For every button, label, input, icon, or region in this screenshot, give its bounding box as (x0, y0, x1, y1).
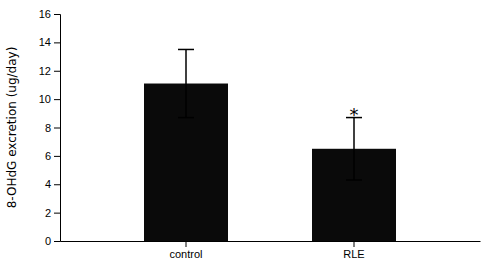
y-tick: 8 (45, 122, 60, 134)
chart: 0 2 4 6 8 10 12 14 16 control RLE 8-OHdG excretion … (0, 0, 500, 271)
y-tick: 14 (39, 36, 60, 48)
error-bar-cap (346, 179, 362, 181)
error-bar-stem (353, 118, 355, 180)
x-tick-label: RLE (343, 248, 364, 260)
y-tick-mark (54, 213, 60, 214)
x-tick: control (169, 241, 202, 260)
y-tick-label: 16 (39, 8, 51, 20)
plot-area (144, 49, 396, 241)
y-tick: 4 (45, 178, 60, 190)
y-tick: 10 (39, 93, 60, 105)
y-tick: 16 (39, 8, 60, 20)
y-tick-label: 14 (39, 36, 51, 48)
y-tick-mark (54, 42, 60, 43)
y-axis-line (54, 15, 61, 242)
error-bar-cap (178, 117, 194, 119)
x-axis-line (61, 241, 481, 242)
y-tick: 0 (45, 235, 60, 247)
x-tick-mark (186, 241, 187, 247)
y-axis-title: 8-OHdG excretion (ug/day) (5, 47, 19, 209)
y-tick-label: 10 (39, 93, 51, 105)
y-tick-label: 4 (45, 178, 51, 190)
x-axis: control RLE (61, 241, 481, 260)
y-tick-mark (54, 128, 60, 129)
error-bar (178, 49, 194, 117)
y-tick-mark (54, 184, 60, 185)
y-tick-mark (54, 71, 60, 72)
error-bar (346, 118, 362, 180)
y-tick-mark (54, 156, 60, 157)
y-tick-label: 8 (45, 122, 51, 134)
y-tick-mark (54, 241, 60, 242)
x-tick-mark (354, 241, 355, 247)
y-tick-label: 0 (45, 235, 51, 247)
y-tick: 12 (39, 65, 60, 77)
error-bar-cap (178, 49, 194, 51)
annotation: * (350, 104, 359, 125)
error-bar-stem (185, 49, 187, 117)
x-tick: RLE (343, 241, 364, 260)
y-tick-label: 12 (39, 65, 51, 77)
y-axis: 0 2 4 6 8 10 12 14 16 (39, 8, 61, 247)
y-tick-label: 6 (45, 150, 51, 162)
y-tick-mark (54, 99, 60, 100)
y-tick: 6 (45, 150, 60, 162)
y-tick-mark (54, 14, 60, 15)
y-tick-label: 2 (45, 207, 51, 219)
y-tick: 2 (45, 207, 60, 219)
x-tick-label: control (169, 248, 202, 260)
